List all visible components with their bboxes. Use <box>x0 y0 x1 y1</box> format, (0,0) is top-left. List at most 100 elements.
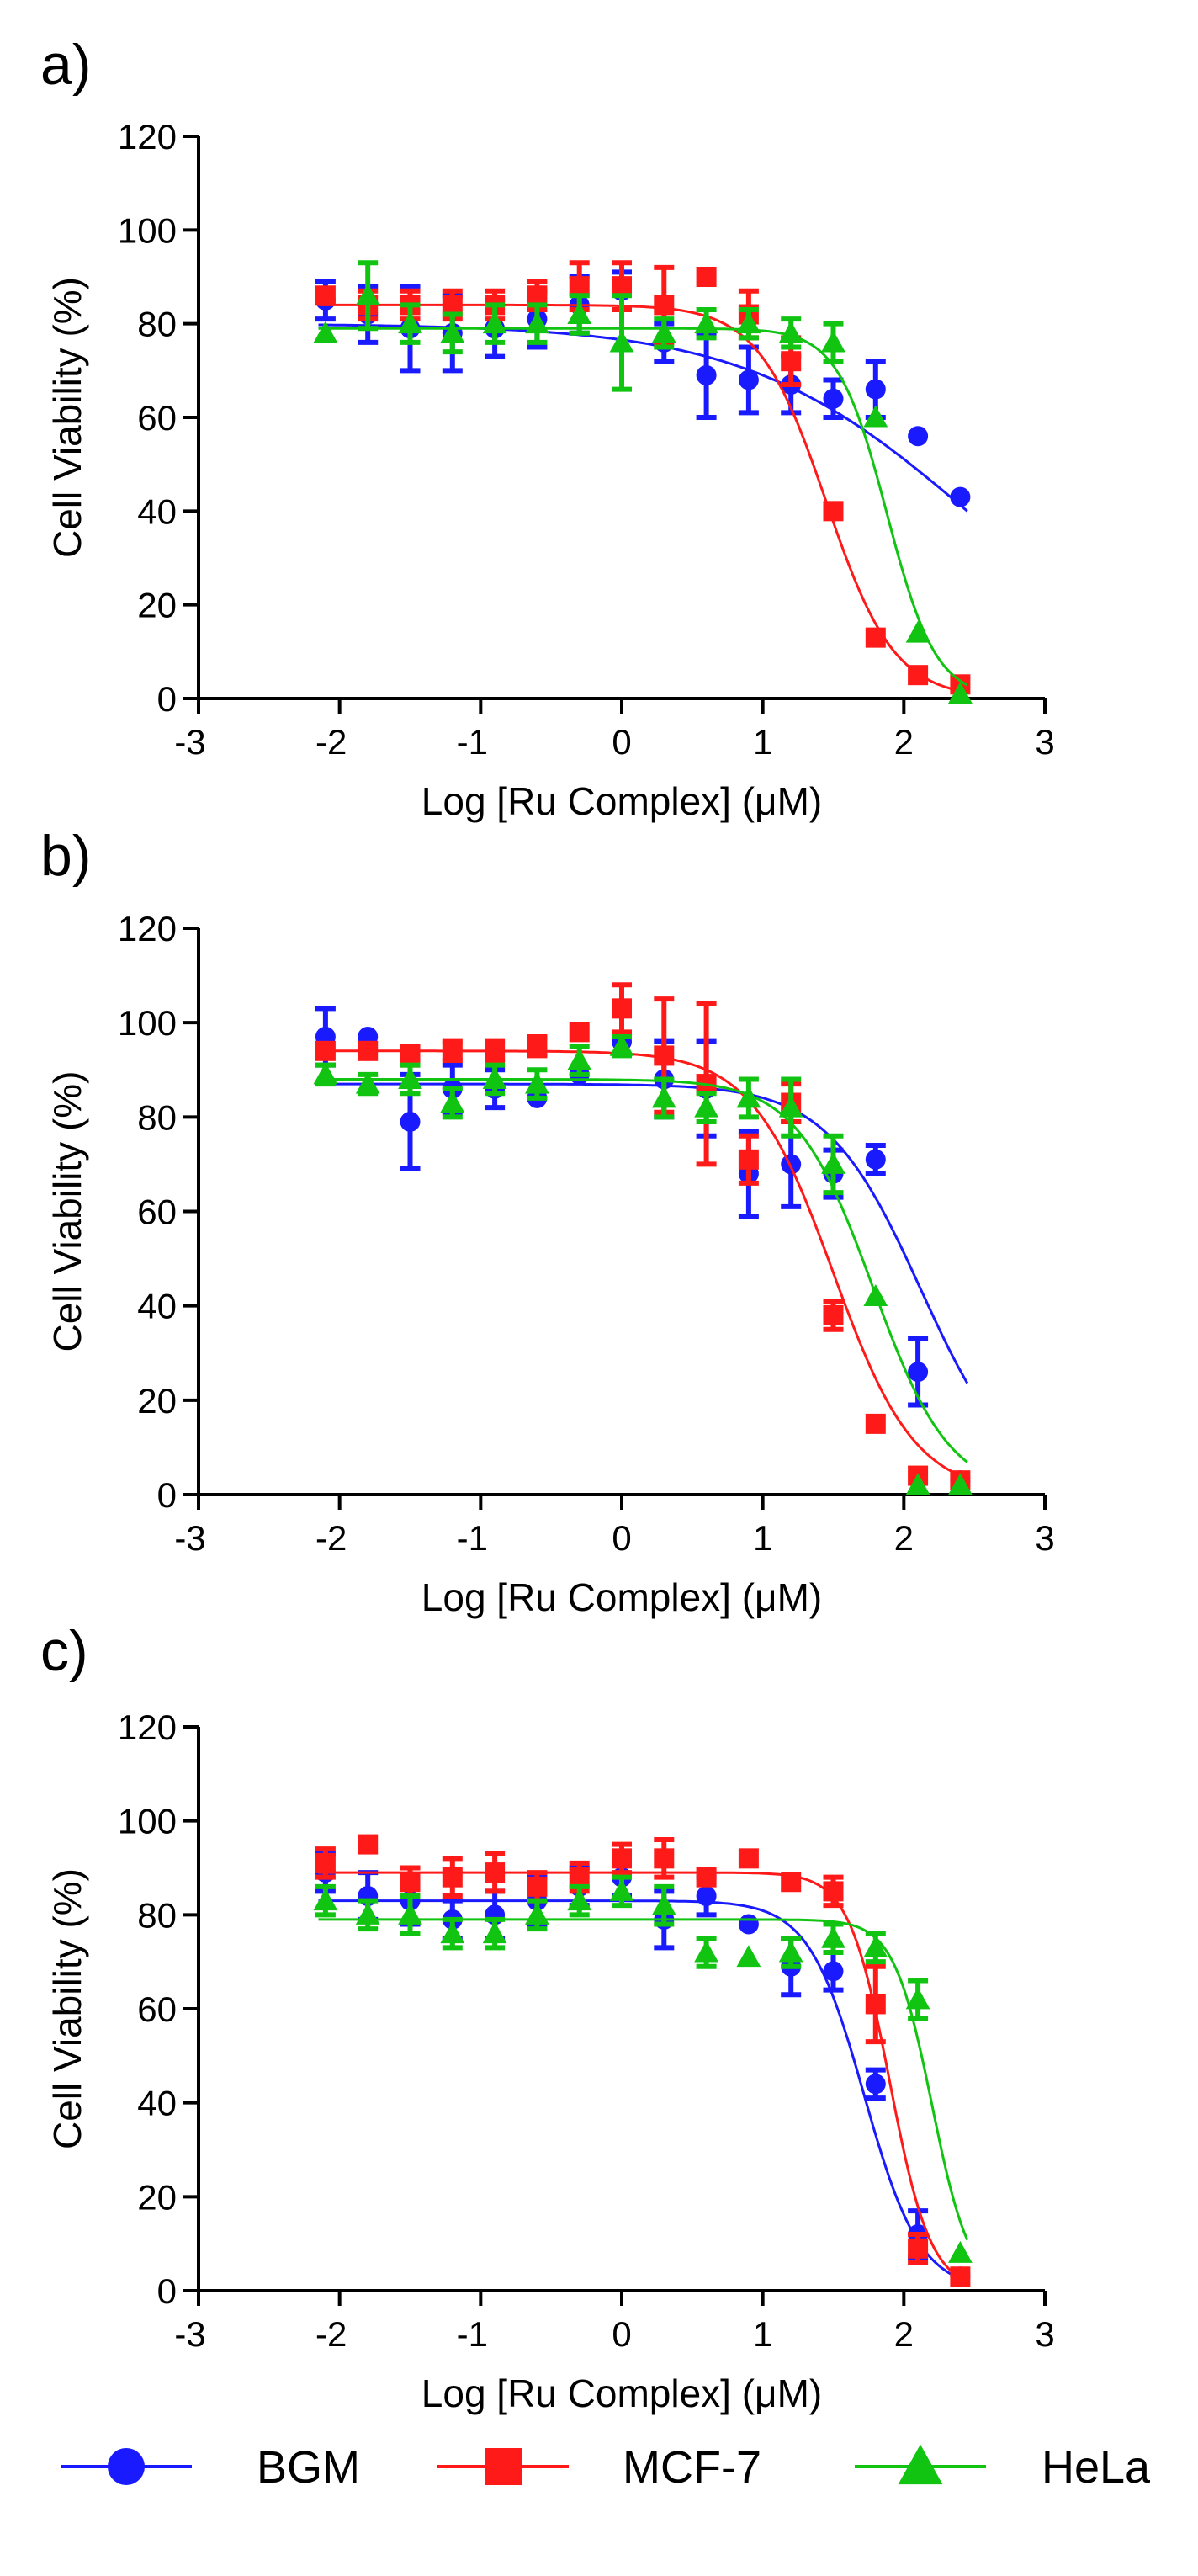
legend-label: MCF-7 <box>623 2442 761 2493</box>
x-tick-label: 1 <box>753 2314 772 2354</box>
data-point <box>950 2266 971 2287</box>
data-point <box>863 405 888 428</box>
data-point <box>905 1987 930 2010</box>
chart-panel-b: b) 0 20 40 60 80 100 120 -3 -2 -1 0 1 2 3 Log [Ru Compl… <box>40 824 1055 1619</box>
data-point <box>694 311 718 334</box>
data-point <box>440 1921 465 1944</box>
y-tick-label: 0 <box>157 1475 177 1515</box>
data-point <box>908 426 929 447</box>
y-tick-label: 100 <box>118 1802 177 1841</box>
y-tick-label: 60 <box>137 398 177 438</box>
data-point <box>863 1936 888 1957</box>
legend-item-mcf-7: MCF-7 <box>437 2442 761 2493</box>
fit-curve <box>318 1899 968 2283</box>
data-point <box>823 388 844 409</box>
x-tick-label: -3 <box>174 722 205 762</box>
x-tick-label: 0 <box>612 722 631 762</box>
data-point <box>651 1893 676 1915</box>
data-point <box>609 1033 634 1056</box>
x-tick-label: -1 <box>457 722 488 762</box>
y-tick-label: 120 <box>118 1708 177 1747</box>
x-tick-label: -1 <box>457 1518 488 1558</box>
fit-curve <box>318 303 968 694</box>
data-point <box>823 501 844 522</box>
legend-marker <box>485 2448 522 2485</box>
data-point <box>358 1040 379 1061</box>
y-tick-label: 80 <box>137 1097 177 1137</box>
data-point <box>313 321 338 343</box>
data-point <box>651 1086 676 1108</box>
fit-curve <box>318 1049 968 1480</box>
data-point <box>865 1149 886 1170</box>
x-axis-title: Log [Ru Complex] (μM) <box>421 2372 822 2415</box>
data-point <box>821 1925 845 1948</box>
data-point <box>612 276 632 297</box>
data-point <box>355 1902 380 1925</box>
data-point <box>525 1902 549 1925</box>
data-point <box>315 1852 336 1873</box>
data-point <box>736 311 761 334</box>
data-point <box>442 1867 463 1888</box>
data-point <box>400 1111 421 1132</box>
x-tick-label: 1 <box>753 1518 772 1558</box>
data-point <box>313 1888 338 1911</box>
data-point <box>908 2238 929 2259</box>
data-point <box>525 1071 549 1094</box>
y-tick-label: 100 <box>118 1003 177 1043</box>
x-tick-label: 2 <box>894 1518 914 1558</box>
data-point <box>778 1095 803 1118</box>
fit-curve <box>318 1871 968 2283</box>
data-point <box>358 1834 379 1855</box>
panel-label: b) <box>40 824 91 888</box>
x-tick-label: 3 <box>1035 2314 1054 2354</box>
data-point <box>950 486 971 507</box>
fit-curve <box>318 1082 969 1384</box>
y-tick-label: 60 <box>137 1192 177 1232</box>
data-point <box>781 1872 802 1893</box>
fit-curve <box>318 1918 969 2241</box>
data-point <box>527 1036 548 1057</box>
data-point <box>612 998 632 1019</box>
x-tick-label: 2 <box>894 722 914 762</box>
legend-marker <box>898 2444 943 2485</box>
y-axis-title: Cell Viability (%) <box>45 277 89 558</box>
series-hela <box>313 260 973 704</box>
legend-label: BGM <box>257 2442 360 2493</box>
data-point <box>696 364 717 385</box>
data-point <box>612 1848 632 1869</box>
data-point <box>569 276 590 297</box>
x-tick-label: 3 <box>1035 1518 1054 1558</box>
data-point <box>567 1888 592 1911</box>
y-tick-label: 20 <box>137 1381 177 1421</box>
data-point <box>738 369 759 390</box>
x-tick-label: -2 <box>315 2314 347 2354</box>
fit-curve <box>318 327 968 687</box>
x-tick-label: -2 <box>315 722 347 762</box>
data-point <box>609 330 634 353</box>
data-point <box>736 1086 761 1108</box>
data-point <box>738 1848 759 1869</box>
y-tick-label: 40 <box>137 1287 177 1326</box>
data-point <box>865 1994 886 2015</box>
data-point <box>440 321 465 343</box>
data-point <box>865 627 886 648</box>
data-point <box>865 1413 886 1434</box>
data-point <box>315 285 336 306</box>
x-tick-label: 0 <box>612 1518 631 1558</box>
y-tick-label: 40 <box>137 2084 177 2123</box>
data-point <box>865 379 886 400</box>
data-point <box>696 1886 717 1906</box>
x-axis-title: Log [Ru Complex] (μM) <box>421 1575 822 1619</box>
data-point <box>442 295 463 316</box>
data-point <box>482 1067 507 1089</box>
x-tick-label: 3 <box>1035 722 1054 762</box>
y-tick-label: 120 <box>118 909 177 948</box>
data-point <box>609 1879 634 1901</box>
data-point <box>905 620 930 643</box>
fit-curve <box>318 1078 968 1463</box>
data-point <box>567 1048 592 1070</box>
legend: BGM MCF-7 HeLa <box>61 2442 1151 2493</box>
data-point <box>694 1095 718 1118</box>
data-point <box>400 1872 421 1893</box>
